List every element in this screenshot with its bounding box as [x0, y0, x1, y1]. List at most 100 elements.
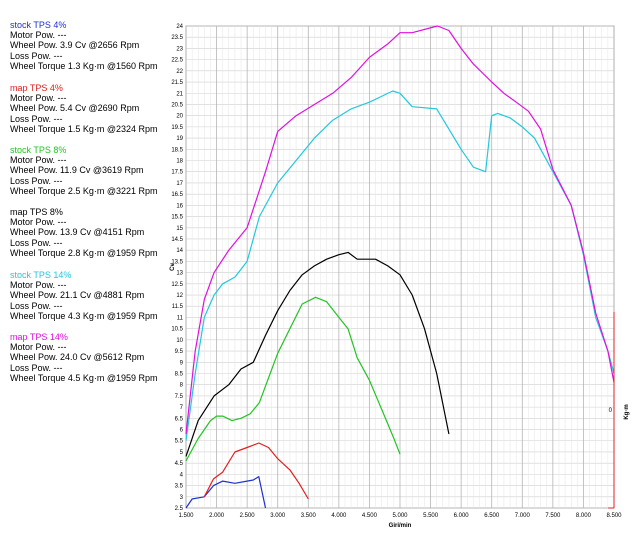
x-tick-label: 8.000: [576, 513, 592, 519]
y-tick-label: 24: [176, 24, 183, 30]
y-tick-label: 21.5: [171, 80, 183, 86]
chart-grid: [185, 25, 615, 509]
y-tick-label: 6: [180, 428, 184, 434]
legend-block-map-tps-14: map TPS 14% Motor Pow. --- Wheel Pow. 24…: [10, 332, 170, 383]
legend-wheel-torque: Wheel Torque 2.8 Kg·m @1959 Rpm: [10, 247, 158, 258]
x-tick-label: 2.000: [209, 513, 225, 519]
y-tick-label: 10: [176, 338, 183, 344]
y-tick-label: 15: [176, 226, 183, 232]
legend-block-stock-tps-8: stock TPS 8% Motor Pow. --- Wheel Pow. 1…: [10, 145, 170, 196]
legend-wheel-torque: Wheel Torque 4.3 Kg·m @1959 Rpm: [10, 310, 158, 321]
y-tick-label: 22: [176, 69, 183, 75]
y-tick-label: 22.5: [171, 58, 183, 64]
legend-wheel-torque: Wheel Torque 1.3 Kg·m @1560 Rpm: [10, 60, 158, 71]
y-tick-label: 19: [176, 136, 183, 142]
y-tick-label: 2.5: [175, 506, 184, 512]
x-tick-label: 5.000: [392, 513, 408, 519]
y-tick-label: 15.5: [171, 215, 183, 221]
chart-axes: 2.5 3 3.5 4 4.5 5 5.5 6 6.5 7 7.5 8 8.5 9 9.5 10 10.5 11 1…: [170, 24, 630, 529]
x-tick-label: 6.000: [454, 513, 470, 519]
y-tick-label: 3.5: [175, 484, 184, 490]
y-tick-label: 11.5: [172, 304, 184, 310]
y-tick-label: 5.5: [175, 439, 184, 445]
legend-motor-pow: Motor Pow. ---: [10, 155, 67, 166]
series-line-map-tps-4: [203, 442, 309, 500]
legend-loss-pow: Loss Pow. ---: [10, 50, 63, 61]
x-tick-label: 7.000: [515, 513, 531, 519]
y-tick-label: 23: [176, 46, 183, 52]
series-line-stock-tps-8: [185, 296, 401, 462]
legend-wheel-pow: Wheel Pow. 21.1 Cv @4881 Rpm: [10, 290, 145, 301]
x-axis-label: Giri/min: [389, 523, 412, 529]
y-tick-label: 8.5: [175, 371, 184, 377]
legend-title: map TPS 8%: [10, 207, 63, 217]
y-tick-label: 19.5: [171, 125, 183, 131]
x-tick-label: 6.500: [484, 513, 500, 519]
y-tick-label: 14.5: [171, 237, 183, 243]
y-tick-label: 17.5: [171, 170, 183, 176]
series-line-stock-tps-14: [185, 90, 615, 441]
x-tick-label: 4.000: [331, 513, 347, 519]
y-tick-label: 13: [176, 271, 183, 277]
series-line-map-tps-14: [185, 25, 615, 435]
legend-loss-pow: Loss Pow. ---: [10, 362, 63, 373]
y-tick-label: 18: [176, 159, 183, 165]
y-tick-label: 16: [176, 203, 183, 209]
y-tick-label: 12: [176, 293, 183, 299]
y-tick-label: 13.5: [171, 259, 183, 265]
y-tick-label: 9: [180, 360, 184, 366]
legend-block-map-tps-8: map TPS 8% Motor Pow. --- Wheel Pow. 13.…: [10, 207, 170, 258]
legend-loss-pow: Loss Pow. ---: [10, 175, 63, 186]
y-tick-label: 23.5: [171, 35, 183, 41]
legend-block-stock-tps-4: stock TPS 4% Motor Pow. --- Wheel Pow. 3…: [10, 20, 170, 71]
legend-motor-pow: Motor Pow. ---: [10, 217, 67, 228]
legend-motor-pow: Motor Pow. ---: [10, 30, 67, 41]
y-tick-label: 12.5: [171, 282, 183, 288]
y-tick-label: 7: [180, 405, 184, 411]
x-tick-label: 7.500: [545, 513, 561, 519]
legend-title: map TPS 4%: [10, 83, 63, 93]
legend-motor-pow: Motor Pow. ---: [10, 342, 67, 353]
y2-tick-label: 0: [609, 408, 613, 414]
y-tick-label: 7.5: [175, 394, 184, 400]
y-tick-label: 3: [180, 495, 184, 501]
y-tick-label: 16.5: [171, 192, 183, 198]
x-tick-label: 3.500: [301, 513, 317, 519]
x-tick-label: 8.500: [606, 513, 622, 519]
legend-block-stock-tps-14: stock TPS 14% Motor Pow. --- Wheel Pow. …: [10, 270, 170, 321]
legend-wheel-torque: Wheel Torque 2.5 Kg·m @3221 Rpm: [10, 185, 158, 196]
x-tick-label: 5.500: [423, 513, 439, 519]
y-tick-label: 14: [176, 248, 183, 254]
y-tick-label: 10.5: [171, 327, 183, 333]
y-tick-label: 4.5: [175, 461, 184, 467]
legend-wheel-pow: Wheel Pow. 5.4 Cv @2690 Rpm: [10, 103, 140, 114]
legend-wheel-pow: Wheel Pow. 11.9 Cv @3619 Rpm: [10, 165, 144, 176]
legend-title: map TPS 14%: [10, 332, 68, 342]
series-line-stock-tps-4: [185, 476, 267, 509]
y-tick-label: 20.5: [171, 102, 183, 108]
y-tick-label: 11: [177, 315, 184, 321]
legend-panel: stock TPS 4% Motor Pow. --- Wheel Pow. 3…: [0, 0, 170, 400]
legend-motor-pow: Motor Pow. ---: [10, 280, 67, 291]
x-tick-label: 4.500: [362, 513, 378, 519]
legend-title: stock TPS 14%: [10, 270, 72, 280]
legend-title: stock TPS 4%: [10, 20, 67, 30]
x-tick-label: 3.000: [270, 513, 286, 519]
series-line-map-tps-8: [185, 251, 450, 457]
y-tick-label: 4: [180, 472, 184, 478]
legend-block-map-tps-4: map TPS 4% Motor Pow. --- Wheel Pow. 5.4…: [10, 83, 170, 134]
legend-loss-pow: Loss Pow. ---: [10, 237, 63, 248]
legend-title: stock TPS 8%: [10, 145, 67, 155]
y-tick-label: 18.5: [171, 147, 183, 153]
legend-loss-pow: Loss Pow. ---: [10, 300, 63, 311]
legend-wheel-pow: Wheel Pow. 13.9 Cv @4151 Rpm: [10, 227, 145, 238]
legend-loss-pow: Loss Pow. ---: [10, 113, 63, 124]
y-tick-label: 17: [176, 181, 183, 187]
y-tick-label: 8: [180, 383, 184, 389]
y-tick-label: 6.5: [175, 416, 184, 422]
legend-wheel-pow: Wheel Pow. 24.0 Cv @5612 Rpm: [10, 352, 145, 363]
x-tick-label: 1.500: [178, 513, 194, 519]
y-tick-label: 21: [176, 91, 183, 97]
legend-wheel-torque: Wheel Torque 4.5 Kg·m @1959 Rpm: [10, 372, 158, 383]
